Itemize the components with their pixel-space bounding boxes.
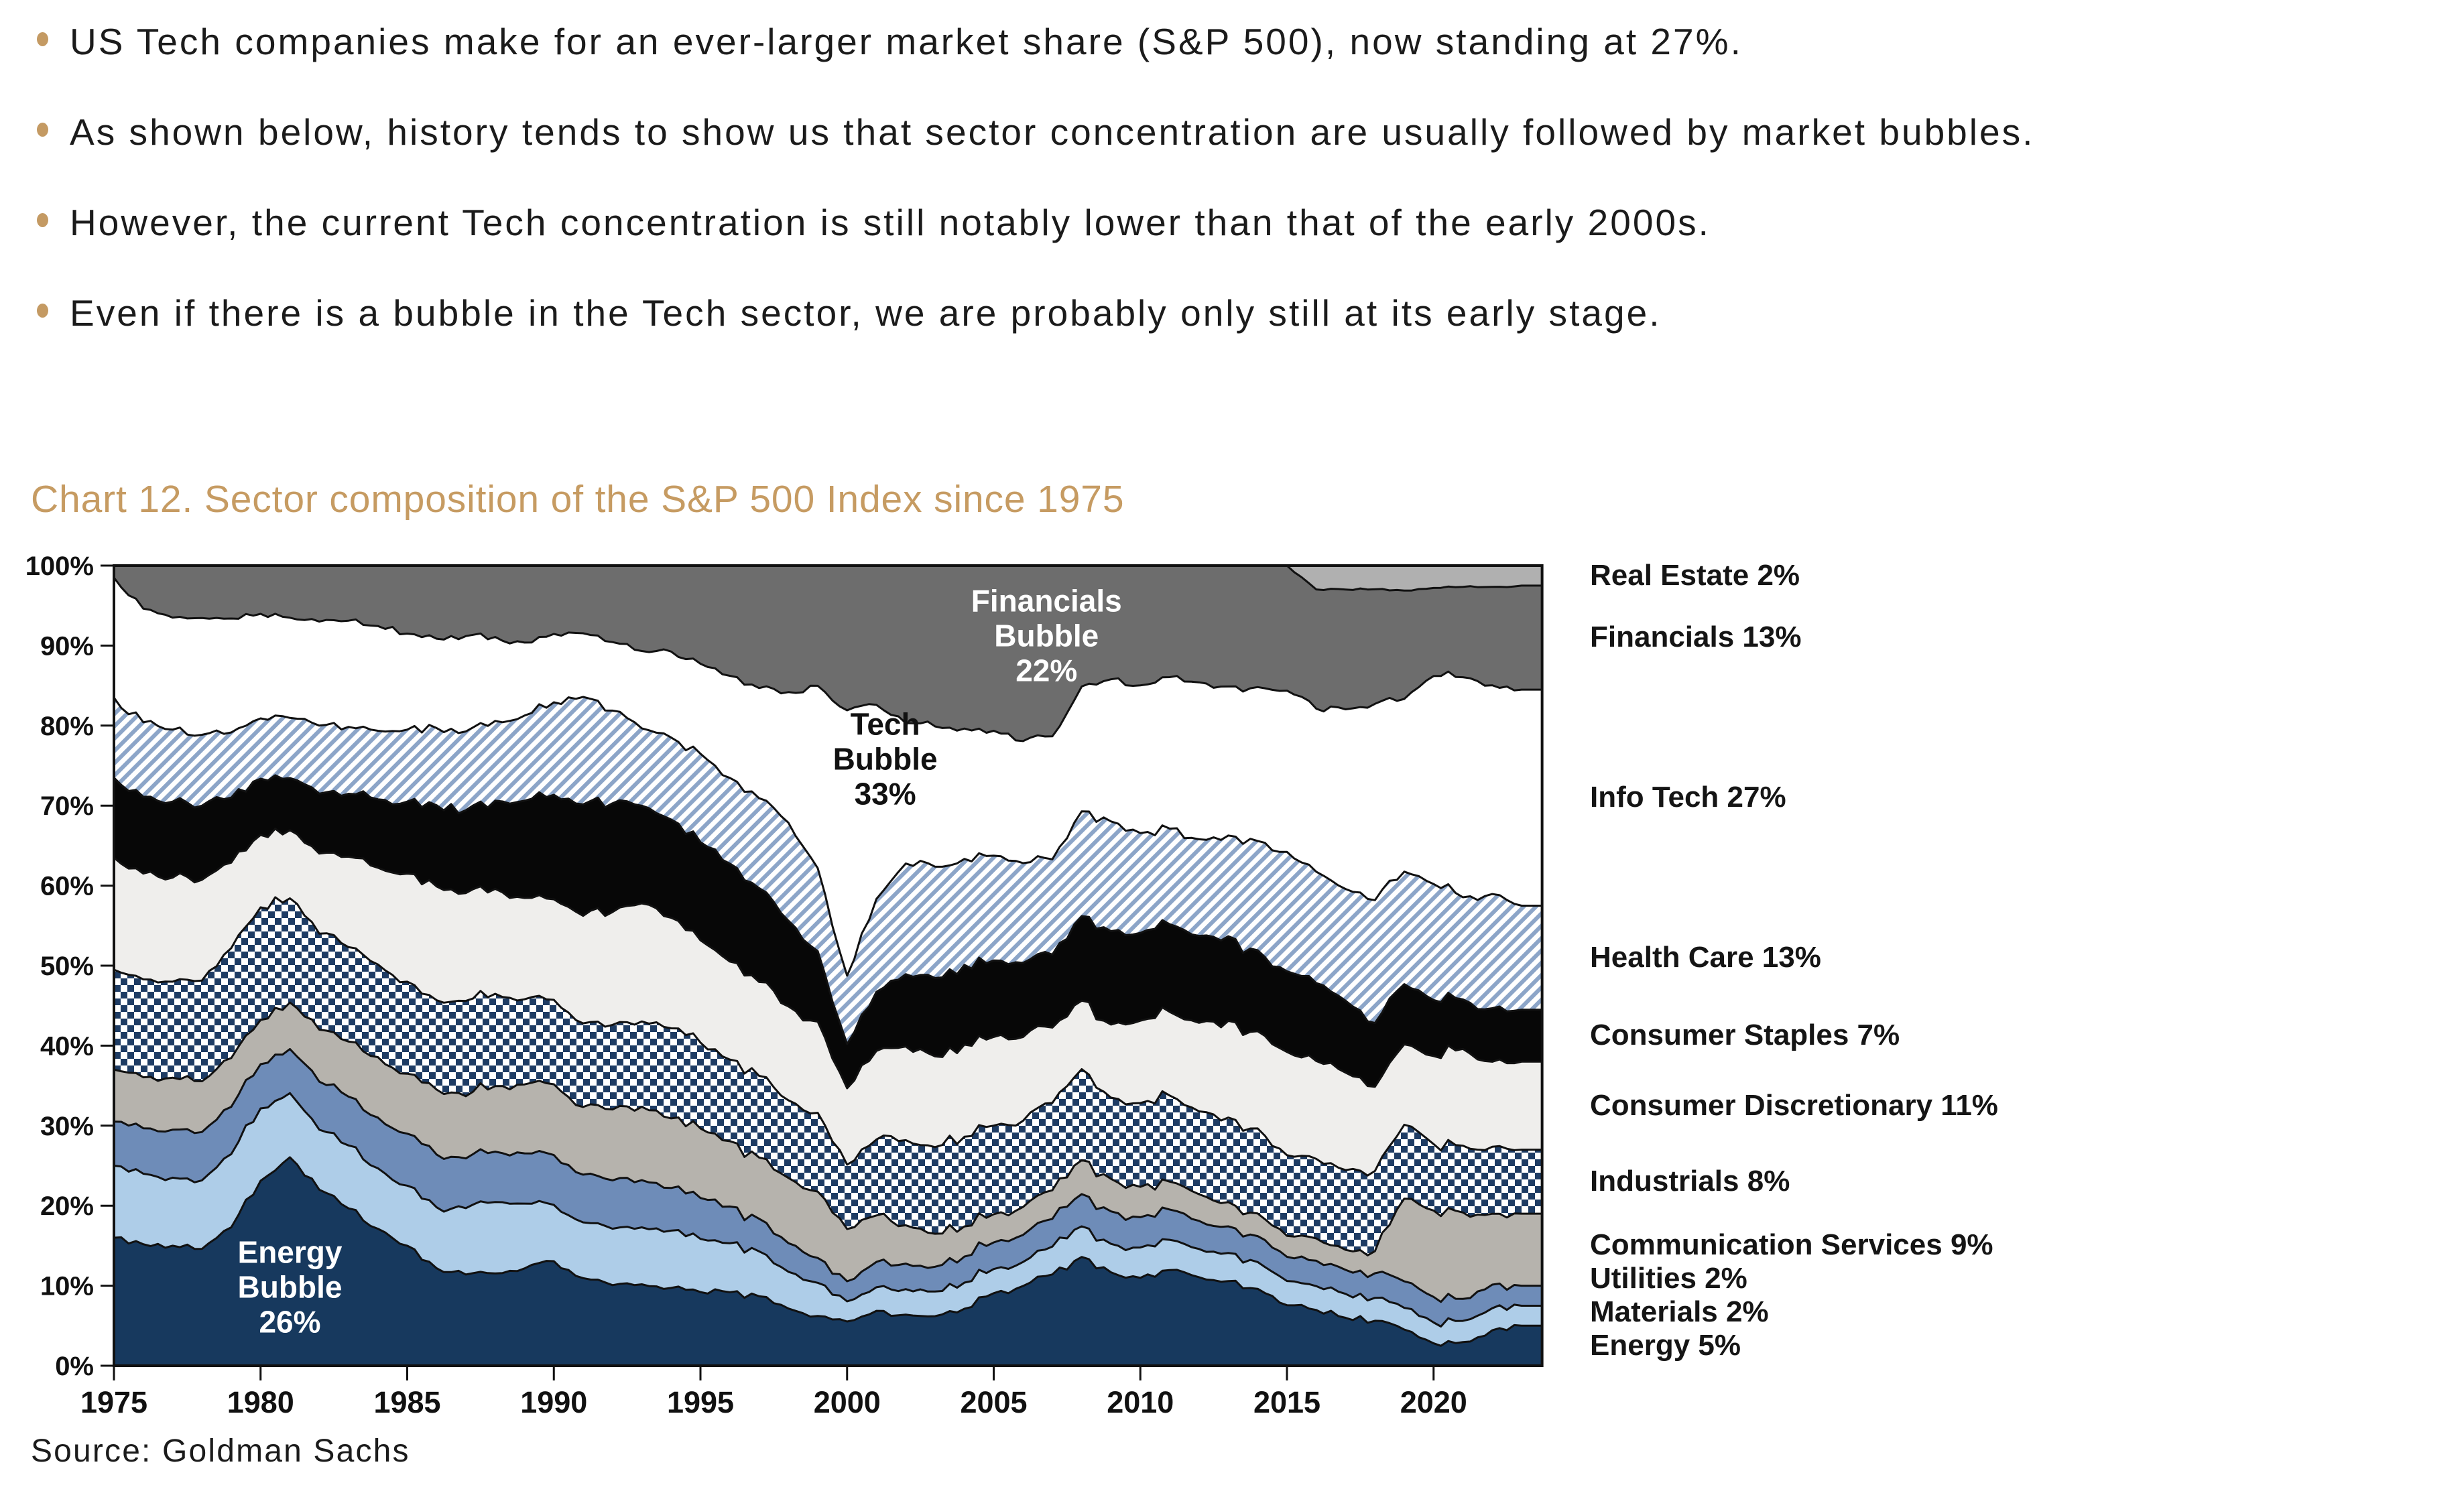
area-financials <box>114 566 1542 741</box>
chart-title: Chart 12. Sector composition of the S&P … <box>31 478 1125 521</box>
outline-communication-services <box>113 1001 1542 1256</box>
outline-consumer-discretionary <box>113 828 1542 1090</box>
axes: 0% 10% 20% 30% 40% 50% 60% 70% 80% 90% 100% 1975 198… <box>25 552 1544 1419</box>
x-tick-label: 1980 <box>227 1385 294 1419</box>
annotation-26-: 26% <box>259 1305 320 1340</box>
x-tick-label: 1985 <box>373 1385 440 1419</box>
bullet-text: Even if there is a bubble in the Tech se… <box>70 292 1662 334</box>
area-communication-services <box>114 1003 1542 1302</box>
y-tick-label: 40% <box>40 1031 94 1061</box>
x-tick-label: 2015 <box>1253 1385 1320 1419</box>
bullet-icon <box>37 304 48 318</box>
y-tick-label: 50% <box>40 952 94 981</box>
legend-item-industrials: Industrials 8% <box>1590 1165 1790 1198</box>
y-tick-label: 0% <box>55 1352 94 1381</box>
area-energy <box>114 1157 1542 1366</box>
area-industrials <box>114 897 1542 1256</box>
bullet-item: US Tech companies make for an ever-large… <box>37 19 1743 65</box>
source-note: Source: Goldman Sachs <box>31 1433 410 1469</box>
bullet-item: Even if there is a bubble in the Tech se… <box>37 290 1662 336</box>
y-tick-label: 80% <box>40 712 94 741</box>
stacked-areas <box>114 566 1542 1366</box>
area-health-care <box>114 697 1542 1044</box>
x-tick-label: 2020 <box>1400 1385 1467 1419</box>
legend-item-energy: Energy 5% <box>1590 1329 1741 1362</box>
area-info-tech <box>114 577 1542 976</box>
area-consumer-discretionary <box>114 828 1542 1176</box>
legend-item-health-care: Health Care 13% <box>1590 941 1821 974</box>
outline-materials <box>113 1092 1542 1328</box>
legend-item-materials: Materials 2% <box>1590 1295 1769 1328</box>
y-tick-label: 30% <box>40 1112 94 1141</box>
bullet-icon <box>37 32 48 46</box>
bullet-icon <box>37 123 48 137</box>
annotation-bubble: Bubble <box>238 1270 343 1305</box>
annotation-33-: 33% <box>855 776 916 811</box>
x-tick-label: 2000 <box>814 1385 881 1419</box>
area-real-estate <box>114 566 1542 591</box>
outline-utilities <box>113 1047 1542 1303</box>
bullet-text: US Tech companies make for an ever-large… <box>70 21 1743 62</box>
sector-composition-chart: 0% 10% 20% 30% 40% 50% 60% 70% 80% 90% 100% 1975 198… <box>25 552 1544 1419</box>
chart-annotations: EnergyBubble26%TechBubble33%FinancialsBu… <box>238 584 1122 1340</box>
y-tick-label: 100% <box>25 552 94 581</box>
y-tick-label: 60% <box>40 872 94 901</box>
bullet-icon <box>37 213 48 227</box>
y-tick-label: 90% <box>40 631 94 661</box>
legend-item-communication-services: Communication Services 9% <box>1590 1228 1993 1261</box>
y-tick-label: 70% <box>40 791 94 821</box>
y-tick-label: 10% <box>40 1272 94 1301</box>
annotation-bubble: Bubble <box>833 741 938 776</box>
annotation-tech: Tech <box>851 706 920 741</box>
area-utilities <box>114 1049 1542 1327</box>
outline-energy <box>113 1156 1542 1347</box>
x-tick-label: 1990 <box>520 1385 587 1419</box>
annotation-energy: Energy <box>238 1235 343 1270</box>
legend-item-utilities: Utilities 2% <box>1590 1262 1747 1295</box>
x-tick-label: 1995 <box>667 1385 734 1419</box>
annotation-financials: Financials <box>971 584 1122 619</box>
annotation-22-: 22% <box>1015 653 1077 688</box>
outline-health-care <box>113 696 1542 977</box>
outline-info-tech <box>113 577 1542 742</box>
legend-item-info-tech: Info Tech 27% <box>1590 781 1786 814</box>
area-consumer-staples <box>114 775 1542 1088</box>
legend-item-consumer-staples: Consumer Staples 7% <box>1590 1019 1900 1051</box>
bullet-item: As shown below, history tends to show us… <box>37 109 2034 155</box>
bullet-text: As shown below, history tends to show us… <box>70 111 2035 153</box>
outline-industrials <box>113 896 1542 1177</box>
annotation-bubble: Bubble <box>994 619 1099 653</box>
bullet-item: However, the current Tech concentration … <box>37 200 1711 246</box>
area-materials <box>114 1093 1542 1346</box>
y-tick-label: 20% <box>40 1191 94 1221</box>
bullet-text: However, the current Tech concentration … <box>70 202 1711 243</box>
legend-item-financials: Financials 13% <box>1590 621 1802 653</box>
x-tick-label: 1975 <box>80 1385 147 1419</box>
outline-consumer-staples <box>113 774 1542 1045</box>
legend-item-real-estate: Real Estate 2% <box>1590 559 1800 592</box>
legend-item-consumer-discretionary: Consumer Discretionary 11% <box>1590 1089 1998 1122</box>
x-tick-label: 2005 <box>960 1385 1027 1419</box>
x-tick-label: 2010 <box>1107 1385 1174 1419</box>
